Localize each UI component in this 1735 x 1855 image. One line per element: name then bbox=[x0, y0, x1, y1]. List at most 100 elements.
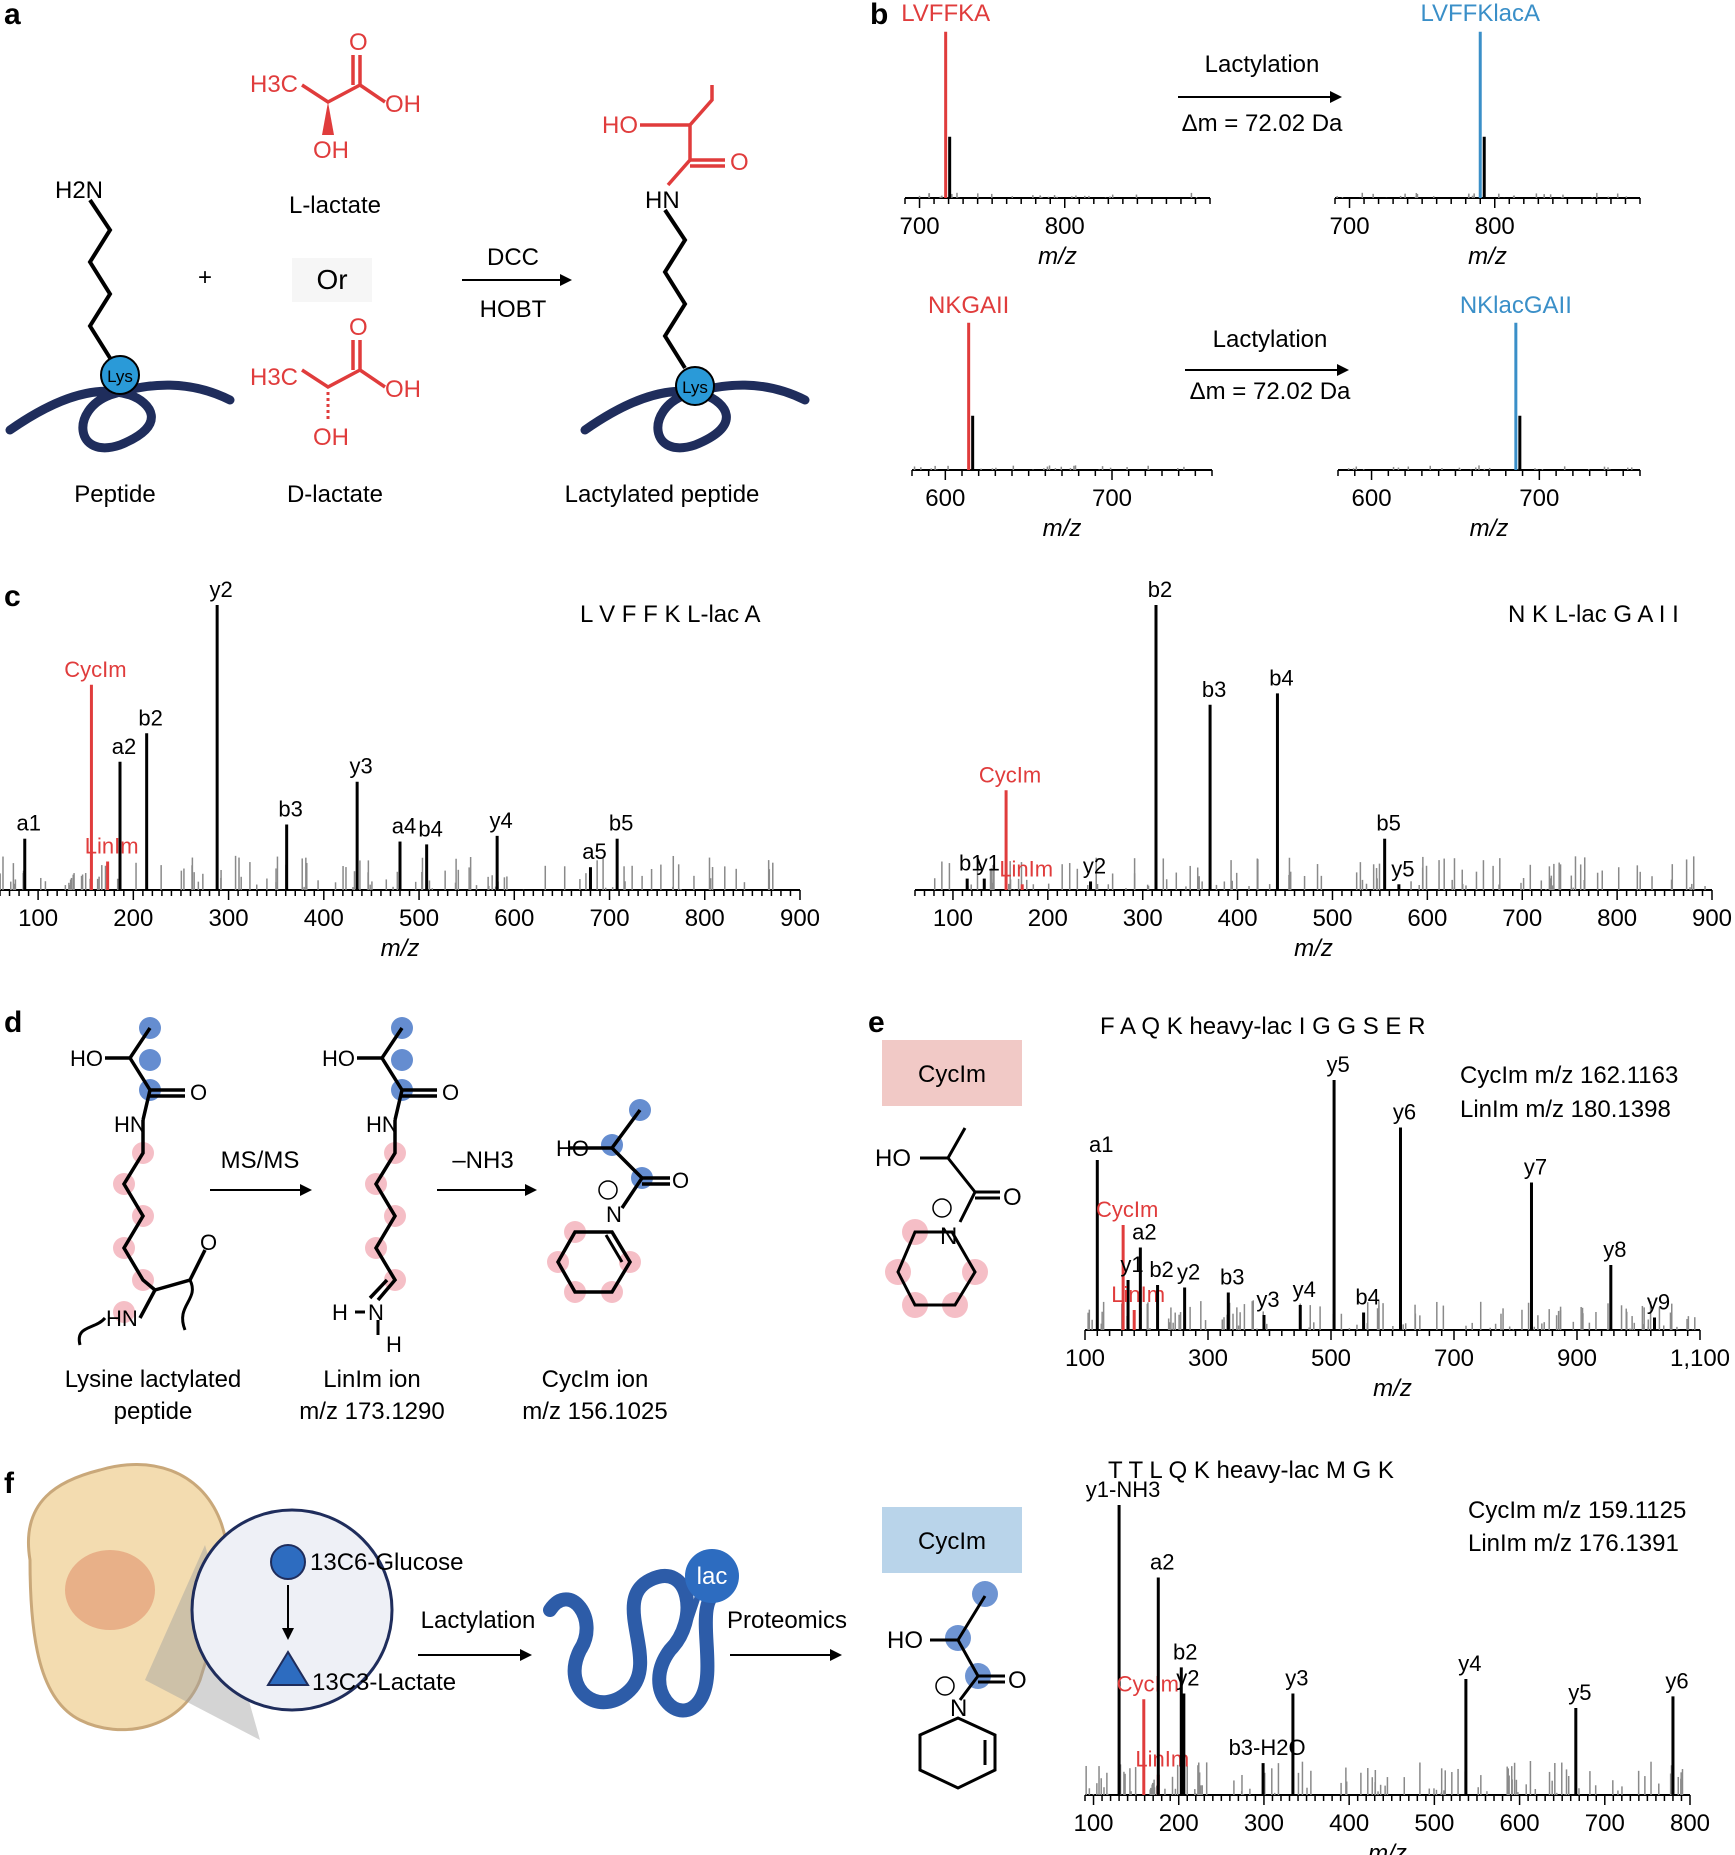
c0-tick-label: 400 bbox=[304, 905, 344, 932]
c1-peak-label: CycIm bbox=[979, 762, 1041, 787]
c1-tick-label: 800 bbox=[1597, 905, 1637, 932]
d3-o: O bbox=[672, 1168, 689, 1193]
d2-n: N bbox=[368, 1300, 384, 1325]
l-lactate-structure: O H3C OH OH bbox=[250, 29, 421, 164]
oh2-atom-l: OH bbox=[313, 137, 349, 164]
f0-xlabel: m/z bbox=[1368, 1840, 1407, 1855]
e0-peak-label: b4 bbox=[1355, 1285, 1379, 1310]
d-lys-label-2: peptide bbox=[114, 1398, 193, 1425]
or-label: Or bbox=[316, 264, 347, 295]
lys-label: Lys bbox=[107, 367, 133, 386]
panel-letter-c: c bbox=[4, 580, 21, 613]
panel-letter-e: e bbox=[868, 1006, 885, 1039]
e0-tick-label: 900 bbox=[1557, 1345, 1597, 1372]
d3-n: N bbox=[606, 1202, 622, 1227]
f-arrowhead-2 bbox=[830, 1649, 842, 1661]
b0-peak-label: LVFFKA bbox=[901, 0, 990, 27]
f0-tick-label: 800 bbox=[1670, 1810, 1710, 1837]
c1-tick-label: 900 bbox=[1692, 905, 1732, 932]
f-o: O bbox=[1008, 1667, 1027, 1694]
c1-xlabel: m/z bbox=[1294, 935, 1333, 962]
c0-peak-label: a2 bbox=[112, 734, 136, 759]
panel-c: L V F F K L-lac A N K L-lac G A I I bbox=[580, 601, 1679, 628]
e-cycim-mz: CycIm m/z 162.1163 bbox=[1460, 1062, 1678, 1089]
f0-peak-label: y5 bbox=[1568, 1680, 1591, 1705]
b1-tick-label: 800 bbox=[1475, 213, 1515, 240]
e0-peak-label: y5 bbox=[1326, 1052, 1349, 1077]
e-cycim-box bbox=[882, 1040, 1022, 1106]
e0-tick-label: 100 bbox=[1065, 1345, 1105, 1372]
c1-peak-label: y1 bbox=[977, 851, 1000, 876]
b3-tick-label: 600 bbox=[1352, 485, 1392, 512]
peptide-backbone bbox=[5, 380, 235, 453]
panel-letter-f: f bbox=[4, 1467, 15, 1500]
panel-d: HO O HN O HN Lysine lactylated peptide M… bbox=[65, 1017, 689, 1425]
lac-circle bbox=[685, 1549, 739, 1603]
e0-peak-label: y3 bbox=[1256, 1287, 1279, 1312]
lact-hn-label: HN bbox=[645, 187, 680, 214]
d-lysine-structure: HO O HN O HN bbox=[70, 1017, 217, 1346]
f0-tick-label: 700 bbox=[1585, 1810, 1625, 1837]
b-arrow-label-top: Lactylation bbox=[1205, 51, 1320, 78]
lact-peptide-backbone bbox=[580, 380, 810, 453]
d2-ho: HO bbox=[322, 1046, 355, 1071]
e-ho: HO bbox=[875, 1145, 911, 1172]
d3-ho: HO bbox=[556, 1136, 589, 1161]
lys-bead bbox=[100, 355, 140, 395]
e0-tick-label: 300 bbox=[1188, 1345, 1228, 1372]
lactyl-group: HO O bbox=[602, 85, 749, 187]
b0-tick-label: 800 bbox=[1045, 213, 1085, 240]
f-proteomics-label: Proteomics bbox=[727, 1607, 847, 1634]
d2-o: O bbox=[442, 1080, 459, 1105]
h3c-atom-d: H3C bbox=[250, 364, 298, 391]
panel-letter-d: d bbox=[4, 1006, 22, 1039]
e-linim-mz: LinIm m/z 180.1398 bbox=[1460, 1096, 1671, 1123]
f0-tick-label: 100 bbox=[1073, 1810, 1113, 1837]
c1-tick-label: 400 bbox=[1218, 905, 1258, 932]
f0-peak-label: y6 bbox=[1665, 1668, 1688, 1693]
f-glucose-label: 13C6-Glucose bbox=[310, 1549, 463, 1576]
f-cycim-box bbox=[882, 1507, 1022, 1573]
f-ho: HO bbox=[887, 1627, 923, 1654]
e-cycim-structure: HO O N bbox=[875, 1127, 1022, 1318]
lactylated-peptide-label: Lactylated peptide bbox=[565, 481, 760, 508]
nucleus bbox=[65, 1550, 155, 1630]
f0-peak-label: a2 bbox=[1150, 1550, 1174, 1575]
c0-tick-label: 300 bbox=[209, 905, 249, 932]
c1-peak-label: b2 bbox=[1148, 577, 1172, 602]
c1-peak-label: b4 bbox=[1269, 665, 1293, 690]
b0-xlabel: m/z bbox=[1038, 243, 1077, 270]
f0-tick-label: 500 bbox=[1414, 1810, 1454, 1837]
f-lac-label: lac bbox=[697, 1563, 728, 1590]
b3-peak-label: NKlacGAII bbox=[1460, 292, 1572, 319]
c1-tick-label: 300 bbox=[1123, 905, 1163, 932]
or-box bbox=[292, 258, 372, 302]
c-seq-right: N K L-lac G A I I bbox=[1508, 601, 1679, 628]
d-arrowhead-1 bbox=[300, 1184, 312, 1196]
e0-peak-label: y7 bbox=[1524, 1155, 1547, 1180]
f-n: N bbox=[950, 1695, 967, 1722]
h2n-label: H2N bbox=[55, 177, 103, 204]
d1-ho: HO bbox=[70, 1046, 103, 1071]
f0-peak-label: CycIm bbox=[1117, 1671, 1179, 1696]
o-atom-d: O bbox=[349, 314, 368, 341]
panel-f: 13C6-Glucose 13C3-Lactate Lactylation la… bbox=[27, 1457, 1686, 1790]
e0-peak-label: b2 bbox=[1149, 1257, 1173, 1282]
d-cycim-label: CycIm ion bbox=[542, 1366, 649, 1393]
c0-peak-label: a5 bbox=[582, 839, 606, 864]
c1-tick-label: 200 bbox=[1028, 905, 1068, 932]
panel-letter-b: b bbox=[870, 0, 888, 31]
lact-o: O bbox=[730, 149, 749, 176]
c0-peak-label: y4 bbox=[490, 808, 513, 833]
c1-peak-label: b5 bbox=[1376, 811, 1400, 836]
panel-a: Lys H2N Peptide + O H3C OH OH L-lactate … bbox=[5, 29, 810, 508]
f-lactylation-label: Lactylation bbox=[421, 1607, 536, 1634]
c1-peak-label: LinIm bbox=[999, 856, 1053, 881]
l-lactate-label: L-lactate bbox=[289, 192, 381, 219]
c0-peak-label: b5 bbox=[609, 811, 633, 836]
e0-peak-label: y9 bbox=[1647, 1290, 1670, 1315]
d-nh3-label: –NH3 bbox=[452, 1147, 513, 1174]
lact-side-chain bbox=[662, 208, 688, 370]
